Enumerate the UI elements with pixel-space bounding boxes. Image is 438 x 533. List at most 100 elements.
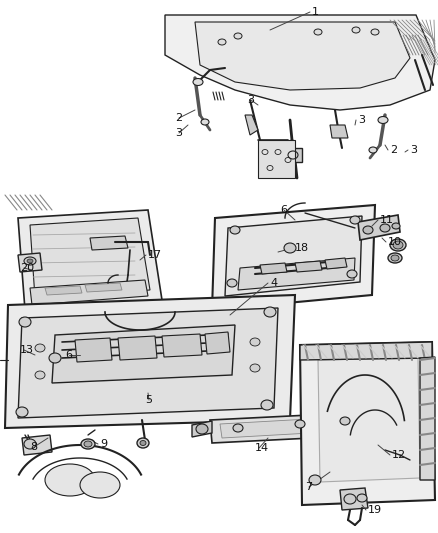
Ellipse shape — [371, 29, 379, 35]
Text: 3: 3 — [410, 145, 417, 155]
Polygon shape — [85, 283, 122, 292]
Polygon shape — [420, 357, 435, 480]
Ellipse shape — [27, 259, 33, 263]
Ellipse shape — [390, 239, 406, 251]
Polygon shape — [18, 253, 42, 272]
Polygon shape — [52, 325, 235, 383]
Text: 7: 7 — [305, 482, 312, 492]
Ellipse shape — [357, 494, 367, 502]
Text: 4: 4 — [270, 278, 277, 288]
Text: 3: 3 — [175, 128, 182, 138]
Polygon shape — [75, 338, 112, 362]
Ellipse shape — [340, 417, 350, 425]
Polygon shape — [358, 215, 400, 240]
Text: 17: 17 — [148, 250, 162, 260]
Text: 9: 9 — [100, 439, 107, 449]
Ellipse shape — [45, 464, 95, 496]
Text: 19: 19 — [368, 505, 382, 515]
Text: 5: 5 — [145, 395, 152, 405]
Ellipse shape — [344, 494, 356, 504]
Ellipse shape — [369, 147, 377, 153]
Ellipse shape — [284, 243, 296, 253]
Polygon shape — [5, 295, 295, 428]
Text: 6: 6 — [65, 350, 72, 360]
Text: 10: 10 — [388, 237, 402, 247]
Polygon shape — [258, 140, 295, 178]
Ellipse shape — [393, 241, 403, 249]
Ellipse shape — [81, 439, 95, 449]
Ellipse shape — [140, 440, 146, 446]
Ellipse shape — [392, 223, 400, 229]
Ellipse shape — [193, 78, 203, 85]
Ellipse shape — [80, 472, 120, 498]
Text: 3: 3 — [358, 115, 365, 125]
Ellipse shape — [347, 270, 357, 278]
Text: 2: 2 — [175, 113, 182, 123]
Text: 11: 11 — [380, 215, 394, 225]
Ellipse shape — [350, 216, 360, 224]
Ellipse shape — [24, 439, 36, 449]
Polygon shape — [325, 258, 347, 269]
Text: 6: 6 — [280, 205, 287, 215]
Ellipse shape — [250, 338, 260, 346]
Ellipse shape — [218, 39, 226, 45]
Ellipse shape — [388, 253, 402, 263]
Text: 13: 13 — [20, 345, 34, 355]
Polygon shape — [22, 435, 52, 455]
Polygon shape — [210, 412, 372, 443]
Ellipse shape — [264, 307, 276, 317]
Polygon shape — [165, 15, 435, 110]
Ellipse shape — [35, 371, 45, 379]
Text: 3: 3 — [247, 95, 254, 105]
Ellipse shape — [295, 420, 305, 428]
Ellipse shape — [84, 441, 92, 447]
Polygon shape — [300, 342, 435, 505]
Ellipse shape — [24, 257, 36, 265]
Polygon shape — [30, 218, 150, 298]
Ellipse shape — [230, 226, 240, 234]
Text: 2: 2 — [390, 145, 397, 155]
Polygon shape — [260, 263, 287, 274]
Ellipse shape — [233, 424, 243, 432]
Ellipse shape — [352, 27, 360, 33]
Polygon shape — [90, 236, 128, 250]
Polygon shape — [118, 336, 157, 360]
Ellipse shape — [314, 29, 322, 35]
Polygon shape — [300, 342, 432, 360]
Ellipse shape — [378, 117, 388, 124]
Polygon shape — [318, 358, 420, 482]
Ellipse shape — [49, 353, 61, 363]
Polygon shape — [30, 280, 148, 305]
Ellipse shape — [227, 279, 237, 287]
Text: 12: 12 — [392, 450, 406, 460]
Ellipse shape — [196, 424, 208, 434]
Ellipse shape — [391, 255, 399, 261]
Text: 20: 20 — [20, 263, 34, 273]
Polygon shape — [295, 261, 322, 272]
Ellipse shape — [35, 344, 45, 352]
Polygon shape — [220, 416, 364, 438]
Polygon shape — [45, 286, 82, 295]
Polygon shape — [212, 205, 375, 310]
Ellipse shape — [201, 119, 209, 125]
Ellipse shape — [363, 226, 373, 234]
Polygon shape — [18, 210, 162, 310]
Polygon shape — [192, 421, 212, 437]
Polygon shape — [205, 332, 230, 354]
Text: 14: 14 — [255, 443, 269, 453]
Ellipse shape — [380, 224, 390, 232]
Polygon shape — [285, 148, 302, 162]
Text: 8: 8 — [30, 442, 37, 452]
Ellipse shape — [309, 475, 321, 485]
Polygon shape — [238, 258, 355, 290]
Polygon shape — [340, 488, 368, 510]
Polygon shape — [18, 308, 278, 418]
Polygon shape — [162, 334, 202, 357]
Text: 1: 1 — [312, 7, 319, 17]
Polygon shape — [195, 22, 410, 90]
Polygon shape — [225, 216, 362, 296]
Ellipse shape — [16, 407, 28, 417]
Ellipse shape — [137, 438, 149, 448]
Text: 18: 18 — [295, 243, 309, 253]
Polygon shape — [330, 125, 348, 138]
